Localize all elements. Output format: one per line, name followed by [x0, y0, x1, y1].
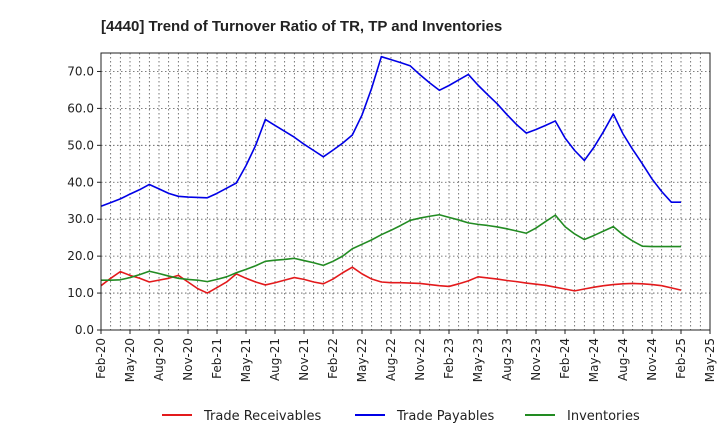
- x-tick-label: Aug-23: [500, 338, 514, 381]
- x-tick-label: May-25: [703, 338, 717, 382]
- y-tick-label: 40.0: [67, 175, 94, 189]
- x-tick-label: Nov-21: [297, 338, 311, 381]
- x-tick-label: Aug-20: [152, 338, 166, 381]
- y-tick-label: 10.0: [67, 286, 94, 300]
- y-tick-label: 70.0: [67, 64, 94, 78]
- x-tick-label: May-24: [587, 338, 601, 382]
- chart-title: [4440] Trend of Turnover Ratio of TR, TP…: [101, 18, 502, 35]
- y-axis: 0.0 10.0 20.0 30.0 40.0 50.0 60.0 70.0: [67, 64, 101, 337]
- x-tick-label: Feb-20: [94, 338, 108, 379]
- legend-label-trade-receivables: Trade Receivables: [203, 409, 321, 424]
- x-tick-label: Aug-21: [268, 338, 282, 381]
- x-tick-label: Feb-24: [558, 338, 572, 379]
- x-axis: Feb-20 May-20 Aug-20 Nov-20 Feb-21 May-21 Aug-…: [94, 330, 717, 382]
- legend: Trade Receivables Trade Payables Inventori…: [162, 409, 640, 424]
- plot-frame: [100, 52, 711, 331]
- x-tick-label: Nov-24: [645, 338, 659, 381]
- x-tick-label: Feb-25: [674, 338, 688, 379]
- x-tick-label: Feb-23: [442, 338, 456, 379]
- series-line-trade-payables: [100, 55, 681, 208]
- x-tick-label: Nov-22: [413, 338, 427, 381]
- x-tick-label: May-23: [471, 338, 485, 382]
- x-tick-label: May-20: [123, 338, 137, 382]
- x-tick-label: Feb-21: [210, 338, 224, 379]
- series-line-inventories: [101, 213, 681, 283]
- y-tick-label: 30.0: [67, 212, 94, 226]
- y-tick-label: 50.0: [67, 138, 94, 152]
- legend-label-trade-payables: Trade Payables: [396, 409, 494, 424]
- x-tick-label: Nov-20: [181, 338, 195, 381]
- x-tick-label: May-22: [355, 338, 369, 382]
- x-tick-label: Nov-23: [529, 338, 543, 381]
- y-tick-label: 0.0: [75, 323, 94, 337]
- x-tick-label: Aug-22: [384, 338, 398, 381]
- x-tick-label: Feb-22: [326, 338, 340, 379]
- x-tick-label: Aug-24: [616, 338, 630, 381]
- series-layer: [100, 55, 682, 294]
- y-tick-label: 60.0: [67, 101, 94, 115]
- grid-layer: [101, 53, 710, 330]
- series-line-trade-receivables: [100, 266, 682, 294]
- x-tick-label: May-21: [239, 338, 253, 382]
- y-tick-label: 20.0: [67, 249, 94, 263]
- legend-label-inventories: Inventories: [567, 409, 640, 424]
